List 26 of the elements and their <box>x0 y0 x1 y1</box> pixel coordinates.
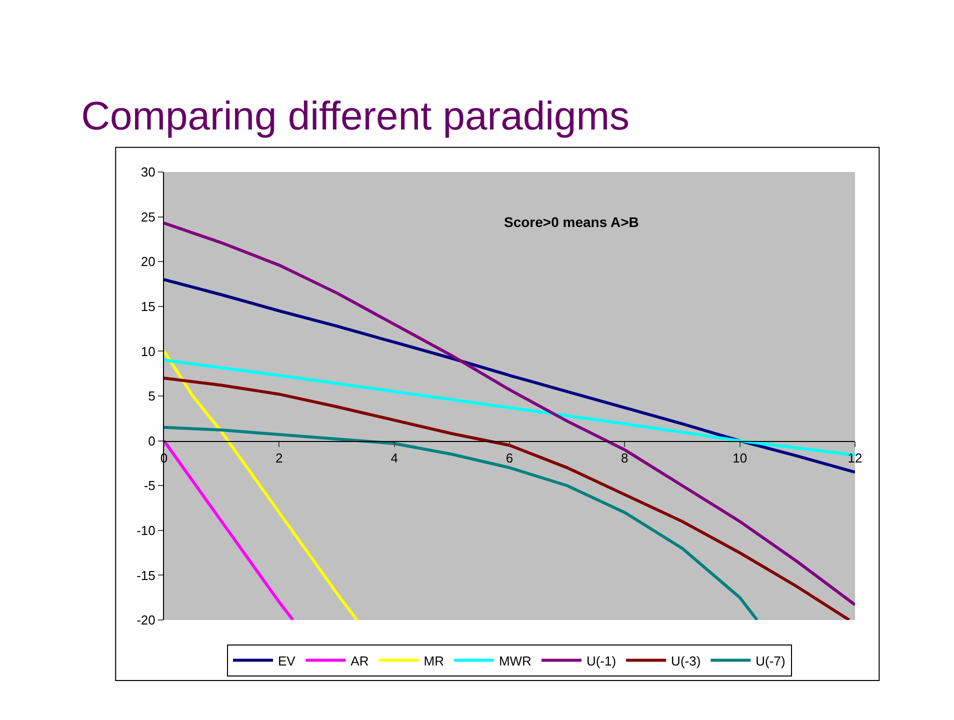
chart-title: Comparing different paradigms <box>81 94 630 139</box>
y-tick-label: 10 <box>140 344 156 359</box>
y-tick-label: -5 <box>144 478 156 494</box>
y-tick-label: 30 <box>140 164 156 180</box>
legend-label: EV <box>278 653 296 668</box>
y-tick-label: 25 <box>140 209 156 224</box>
y-tick-label: 0 <box>148 433 156 448</box>
x-tick-label: 2 <box>276 450 283 466</box>
y-tick-label: -10 <box>136 522 156 538</box>
legend-label: AR <box>350 653 369 668</box>
legend-label: U(-7) <box>756 653 786 668</box>
legend-label: U(-1) <box>586 653 616 668</box>
y-tick-label: 5 <box>148 388 156 404</box>
annotation: Score>0 means A>B <box>504 214 639 230</box>
legend-label: U(-3) <box>671 653 701 668</box>
y-tick-label: 15 <box>140 298 156 314</box>
x-tick-label: 12 <box>848 450 862 466</box>
legend-label: MR <box>424 653 444 668</box>
x-tick-label: 6 <box>506 450 514 466</box>
x-tick-label: 8 <box>621 450 628 466</box>
y-tick-label: -15 <box>136 568 156 583</box>
legend-label: MWR <box>498 653 532 668</box>
y-tick-label: -20 <box>136 612 156 628</box>
x-tick-label: 10 <box>732 450 748 466</box>
x-tick-label: 4 <box>390 450 398 466</box>
y-tick-label: 20 <box>140 254 156 270</box>
